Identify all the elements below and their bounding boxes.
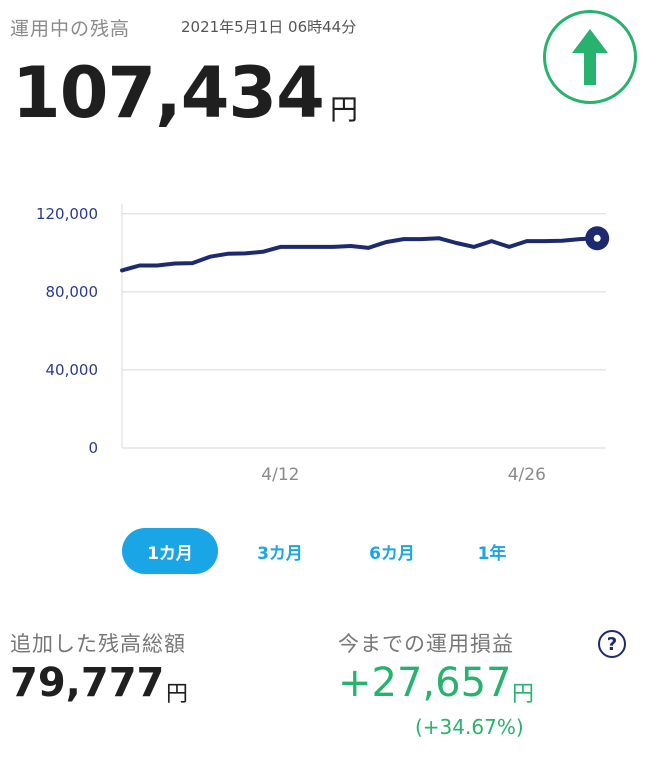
profit-label: 今までの運用損益: [338, 632, 514, 656]
balance-chart: 120,000 80,000 40,000 0 4/12 4/26: [36, 204, 610, 485]
tab-0[interactable]: 1カ月: [122, 528, 218, 574]
up-arrow-icon: [572, 29, 608, 85]
profit-value: +27,657: [338, 660, 512, 706]
y-tick-label: 120,000: [36, 205, 98, 223]
profit-unit: 円: [512, 682, 535, 707]
y-tick-label: 80,000: [46, 283, 99, 301]
balance-unit: 円: [330, 93, 359, 126]
added-total-value: 79,777: [10, 660, 165, 706]
latest-point-marker-center: [593, 234, 601, 242]
page-title: 運用中の残高: [10, 18, 131, 40]
added-total-label: 追加した残高総額: [10, 632, 186, 656]
profit-percent: (+34.67%): [415, 715, 524, 739]
series-line: [120, 236, 600, 273]
added-total-unit: 円: [166, 682, 189, 707]
tab-3[interactable]: 1年: [477, 543, 507, 564]
x-tick-label: 4/12: [261, 465, 299, 485]
balance-value: 107,434: [12, 52, 325, 134]
period-tabs: 1カ月 3カ月 6カ月 1年: [122, 528, 530, 574]
help-icon[interactable]: ?: [598, 630, 626, 658]
timestamp: 2021年5月1日 06時44分: [181, 18, 357, 36]
x-tick-label: 4/26: [508, 465, 546, 485]
tab-1[interactable]: 3カ月: [257, 543, 303, 564]
up-arrow-button[interactable]: [543, 10, 637, 104]
tab-2[interactable]: 6カ月: [369, 543, 415, 564]
y-tick-label: 40,000: [46, 361, 99, 379]
y-tick-label: 0: [88, 439, 98, 457]
